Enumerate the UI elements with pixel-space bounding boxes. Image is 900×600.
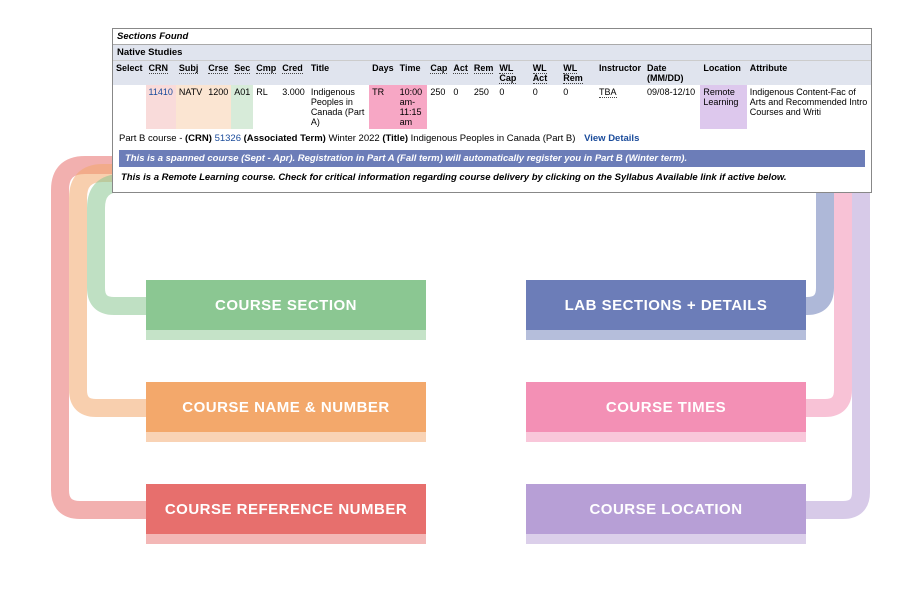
col-cmp: Cmp [253,61,279,86]
label-course-times: COURSE TIMES [526,382,806,432]
cell-sec: A01 [231,85,253,129]
col-select: Select [113,61,146,86]
schedule-table: Select CRN Subj Crse Sec Cmp Cred Title … [113,60,871,129]
view-details-link[interactable]: View Details [584,133,639,144]
partb-title-value: Indigenous Peoples in Canada (Part B) [411,133,576,144]
col-cap: Cap [427,61,450,86]
col-rem: Rem [471,61,497,86]
sections-found-panel: Sections Found Native Studies Select CRN… [112,28,872,193]
col-crse: Crse [205,61,231,86]
cell-subj: NATV [176,85,205,129]
col-wlcap: WL Cap [496,61,529,86]
cell-time: 10:00 am-11:15 am [397,85,428,129]
col-attribute: Attribute [747,61,871,86]
col-subj: Subj [176,61,205,86]
col-cred: Cred [279,61,308,86]
cell-cred: 3.000 [279,85,308,129]
partb-crn-value[interactable]: 51326 [215,133,241,144]
cell-crn[interactable]: 11410 [146,85,176,129]
label-course-section: COURSE SECTION [146,280,426,330]
cell-cmp: RL [253,85,279,129]
partb-line: Part B course - (CRN) 51326 (Associated … [113,129,871,148]
cell-crse: 1200 [205,85,231,129]
partb-crn-label: (CRN) [185,133,212,144]
partb-assoc-label: (Associated Term) [244,133,326,144]
cell-select [113,85,146,129]
col-location: Location [700,61,746,86]
table-header-row: Select CRN Subj Crse Sec Cmp Cred Title … [113,61,871,86]
spanned-course-note: This is a spanned course (Sept - Apr). R… [119,150,865,167]
col-time: Time [397,61,428,86]
cell-cap: 250 [427,85,450,129]
col-act: Act [450,61,471,86]
partb-prefix: Part B course - [119,133,185,144]
cell-rem: 250 [471,85,497,129]
cell-date: 09/08-12/10 [644,85,700,129]
cell-instructor: TBA [596,85,644,129]
cell-title: Indigenous Peoples in Canada (Part A) [308,85,369,129]
col-wlact: WL Act [530,61,561,86]
col-wlrem: WL Rem [560,61,596,86]
schedule-table-wrap: Select CRN Subj Crse Sec Cmp Cred Title … [113,60,871,129]
col-instructor: Instructor [596,61,644,86]
cell-days: TR [369,85,397,129]
subject-header: Native Studies [113,45,871,60]
partb-assoc-value: Winter 2022 [328,133,379,144]
label-lab-sections: LAB SECTIONS + DETAILS [526,280,806,330]
cell-wlrem: 0 [560,85,596,129]
cell-location: Remote Learning [700,85,746,129]
col-crn: CRN [146,61,176,86]
label-course-name-number: COURSE NAME & NUMBER [146,382,426,432]
col-title: Title [308,61,369,86]
remote-learning-note: This is a Remote Learning course. Check … [119,169,865,186]
table-row: 11410 NATV 1200 A01 RL 3.000 Indigenous … [113,85,871,129]
col-days: Days [369,61,397,86]
label-course-reference-number: COURSE REFERENCE NUMBER [146,484,426,534]
label-course-location: COURSE LOCATION [526,484,806,534]
sections-found-header: Sections Found [113,29,871,45]
cell-attribute: Indigenous Content-Fac of Arts and Recom… [747,85,871,129]
cell-wlcap: 0 [496,85,529,129]
cell-wlact: 0 [530,85,561,129]
partb-title-label: (Title) [382,133,408,144]
cell-act: 0 [450,85,471,129]
col-date: Date (MM/DD) [644,61,700,86]
col-sec: Sec [231,61,253,86]
